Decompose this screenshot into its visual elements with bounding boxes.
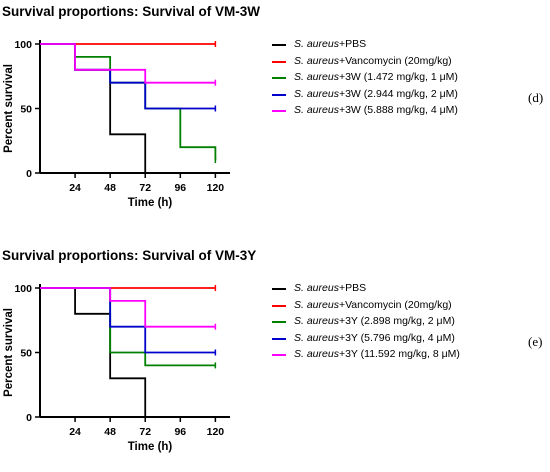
legend-swatch: [272, 337, 286, 340]
x-tick-label: 120: [207, 182, 225, 194]
legend-swatch: [272, 44, 286, 46]
legend-label: S. aureus+3Y (5.796 mg/kg, 4 μM): [294, 330, 455, 347]
survival-plot-d: 0 50 100 24 48 72 96 120 Time (h) Percent surviva…: [3, 39, 230, 209]
y-tick-label: 100: [14, 283, 32, 295]
series-line-2: [40, 43, 217, 161]
legend-label-species: S. aureus: [294, 87, 339, 100]
legend-label-treatment: +3W (1.472 mg/kg, 1 μM): [338, 71, 458, 83]
legend-swatch: [272, 304, 286, 307]
legend-swatch: [272, 60, 286, 63]
x-tick-label: 72: [139, 182, 151, 194]
legend-label-treatment: +Vancomycin (20mg/kg): [338, 298, 452, 311]
y-axis-label: Percent survival: [3, 64, 15, 153]
x-tick-label: 96: [174, 182, 186, 194]
x-axis-label: Time (h): [128, 441, 173, 453]
legend-label-species: S. aureus: [294, 282, 339, 294]
panel-label: (d): [528, 90, 544, 105]
legend-label-species: S. aureus: [294, 38, 339, 50]
legend-label: S. aureus+3W (5.888 mg/kg, 4 μM): [294, 102, 458, 119]
legend-label: S. aureus+Vancomycin (20mg/kg): [294, 53, 452, 70]
x-tick-label: 96: [174, 426, 186, 438]
x-tick-label: 24: [69, 426, 81, 438]
series-line-4: [40, 43, 216, 84]
legend-label: S. aureus+3W (1.472 mg/kg, 1 μM): [294, 69, 458, 86]
legend-label-treatment: +3W (5.888 mg/kg, 4 μM): [338, 104, 458, 116]
legend-swatch: [272, 288, 286, 290]
x-tick-label: 48: [104, 182, 116, 194]
x-tick-label: 72: [139, 426, 151, 438]
series-line-0: [40, 43, 147, 173]
legend-label-treatment: +3Y (2.898 mg/kg, 2 μM): [338, 315, 455, 327]
legend-label-species: S. aureus: [294, 54, 339, 67]
y-tick-label: 100: [14, 39, 32, 51]
legend-label-species: S. aureus: [294, 331, 339, 344]
legend-label-treatment: +PBS: [338, 282, 367, 294]
legend-label-species: S. aureus: [294, 315, 339, 327]
chart-title: Survival proportions: Survival of VM-3Y: [2, 248, 257, 263]
series-line-4: [40, 287, 216, 328]
chart-panel-e: Survival proportions: Survival of VM-3Y …: [0, 244, 550, 472]
y-tick-label: 50: [20, 348, 32, 360]
survival-plot-e: 0 50 100 24 48 72 96 120 Time (h) Percent surviva…: [3, 283, 230, 453]
x-tick-label: 48: [104, 426, 116, 438]
legend-label: S. aureus+PBS: [294, 280, 366, 297]
legend-swatch: [272, 77, 286, 79]
y-axis-label: Percent survival: [3, 308, 15, 397]
y-tick-label: 50: [20, 104, 32, 116]
legend-label-treatment: +3Y (11.592 mg/kg, 8 μM): [338, 348, 460, 360]
x-axis-label: Time (h): [128, 197, 173, 209]
legend-swatch: [272, 93, 286, 96]
legend-swatch: [272, 110, 286, 112]
series-line-3: [40, 43, 216, 110]
legend-label: S. aureus+Vancomycin (20mg/kg): [294, 297, 452, 314]
x-tick-label: 120: [207, 426, 225, 438]
legend-label-treatment: +PBS: [338, 38, 367, 50]
y-tick-label: 0: [26, 412, 32, 424]
legend-swatch: [272, 354, 286, 356]
x-tick-label: 24: [69, 182, 81, 194]
legend-label: S. aureus+PBS: [294, 36, 366, 53]
y-tick-label: 0: [26, 168, 32, 180]
legend-swatch: [272, 321, 286, 323]
chart-title: Survival proportions: Survival of VM-3W: [2, 4, 261, 19]
legend-label-species: S. aureus: [294, 71, 339, 83]
legend-label-species: S. aureus: [294, 348, 339, 360]
legend-label-treatment: +3W (2.944 mg/kg, 2 μM): [338, 87, 458, 100]
legend-label-species: S. aureus: [294, 298, 339, 311]
chart-panel-d: Survival proportions: Survival of VM-3W …: [0, 0, 550, 228]
panel-label: (e): [528, 334, 543, 349]
legend-label-treatment: +3Y (5.796 mg/kg, 4 μM): [338, 331, 455, 344]
legend-label-species: S. aureus: [294, 104, 339, 116]
legend-label-treatment: +Vancomycin (20mg/kg): [338, 54, 452, 67]
series-line-3: [40, 287, 216, 354]
legend-label: S. aureus+3Y (11.592 mg/kg, 8 μM): [294, 346, 460, 363]
legend-label: S. aureus+3W (2.944 mg/kg, 2 μM): [294, 86, 458, 103]
legend-label: S. aureus+3Y (2.898 mg/kg, 2 μM): [294, 313, 455, 330]
